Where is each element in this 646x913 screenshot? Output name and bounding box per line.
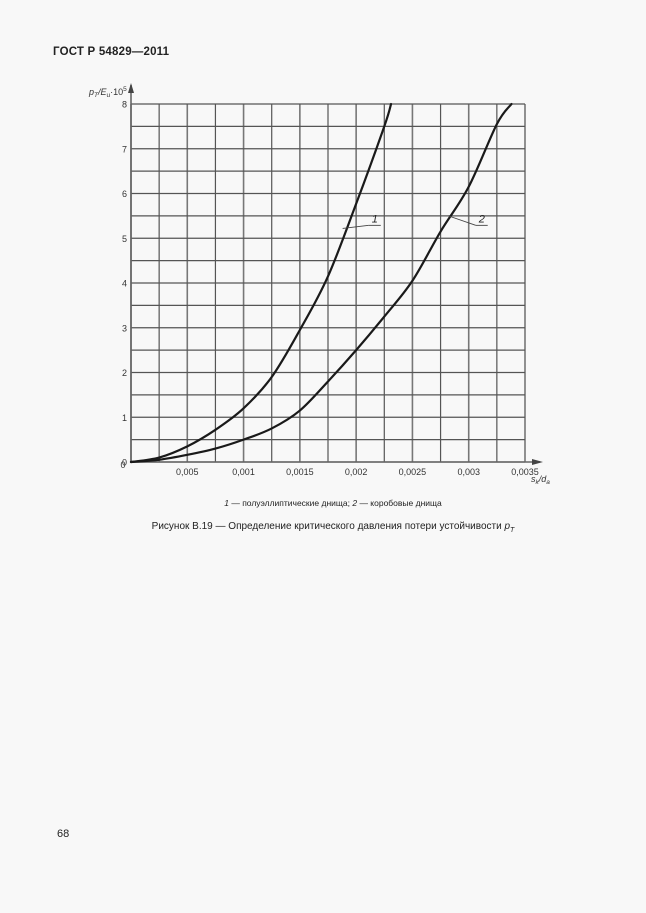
annotation-leader — [342, 224, 369, 229]
x-axis-label: sk/da — [531, 474, 550, 486]
y-tick-label: 6 — [122, 189, 127, 199]
y-tick-label: 0 — [122, 458, 127, 468]
x-tick-label: 0,0035 — [511, 467, 539, 477]
chart-axes — [128, 83, 543, 465]
annotation-leader — [448, 215, 476, 226]
caption-symbol-subscript: T — [510, 527, 515, 534]
y-tick-label: 2 — [122, 368, 127, 378]
y-tick-label: 8 — [122, 100, 127, 110]
legend-item-2-number: 2 — [352, 498, 358, 508]
x-tick-label: 0,002 — [345, 467, 368, 477]
curve-label-1: 1 — [372, 213, 378, 225]
curve-2 — [129, 102, 513, 464]
y-tick-label: 1 — [122, 413, 127, 423]
x-tick-label: 0,0015 — [286, 467, 314, 477]
x-tick-label: 0,005 — [176, 467, 199, 477]
page-number: 68 — [57, 828, 70, 840]
legend-item-1-text: — полуэллиптические днища; — [228, 498, 353, 508]
y-tick-label: 7 — [122, 144, 127, 154]
caption-text: Рисунок В.19 — Определение критического … — [151, 521, 505, 532]
legend-item-2-text: — коробовые днища — [357, 498, 442, 508]
x-axis-arrow-icon — [532, 459, 543, 465]
y-tick-label: 3 — [122, 323, 127, 333]
document-header: ГОСТ Р 54829—2011 — [53, 46, 170, 58]
curve-label-2: 2 — [478, 213, 485, 225]
x-tick-label: 0,0025 — [399, 467, 427, 477]
y-axis-arrow-icon — [128, 83, 134, 93]
legend-item-1-number: 1 — [224, 498, 229, 508]
y-axis-label: pT/Eu·105 — [88, 86, 127, 99]
figure-caption: Рисунок В.19 — Определение критического … — [0, 521, 646, 534]
x-tick-label: 0,003 — [457, 467, 480, 477]
x-tick-label: 0 — [120, 460, 125, 470]
caption-symbol: p — [504, 521, 511, 532]
chart-curves — [129, 102, 513, 464]
chart-grid — [130, 103, 526, 463]
x-tick-label: 0,001 — [232, 467, 255, 477]
curve-1 — [129, 102, 393, 464]
figure-legend: 1 — полуэллиптические днища; 2 — коробов… — [0, 498, 646, 508]
y-tick-label: 5 — [122, 234, 127, 244]
y-tick-label: 4 — [122, 279, 127, 289]
